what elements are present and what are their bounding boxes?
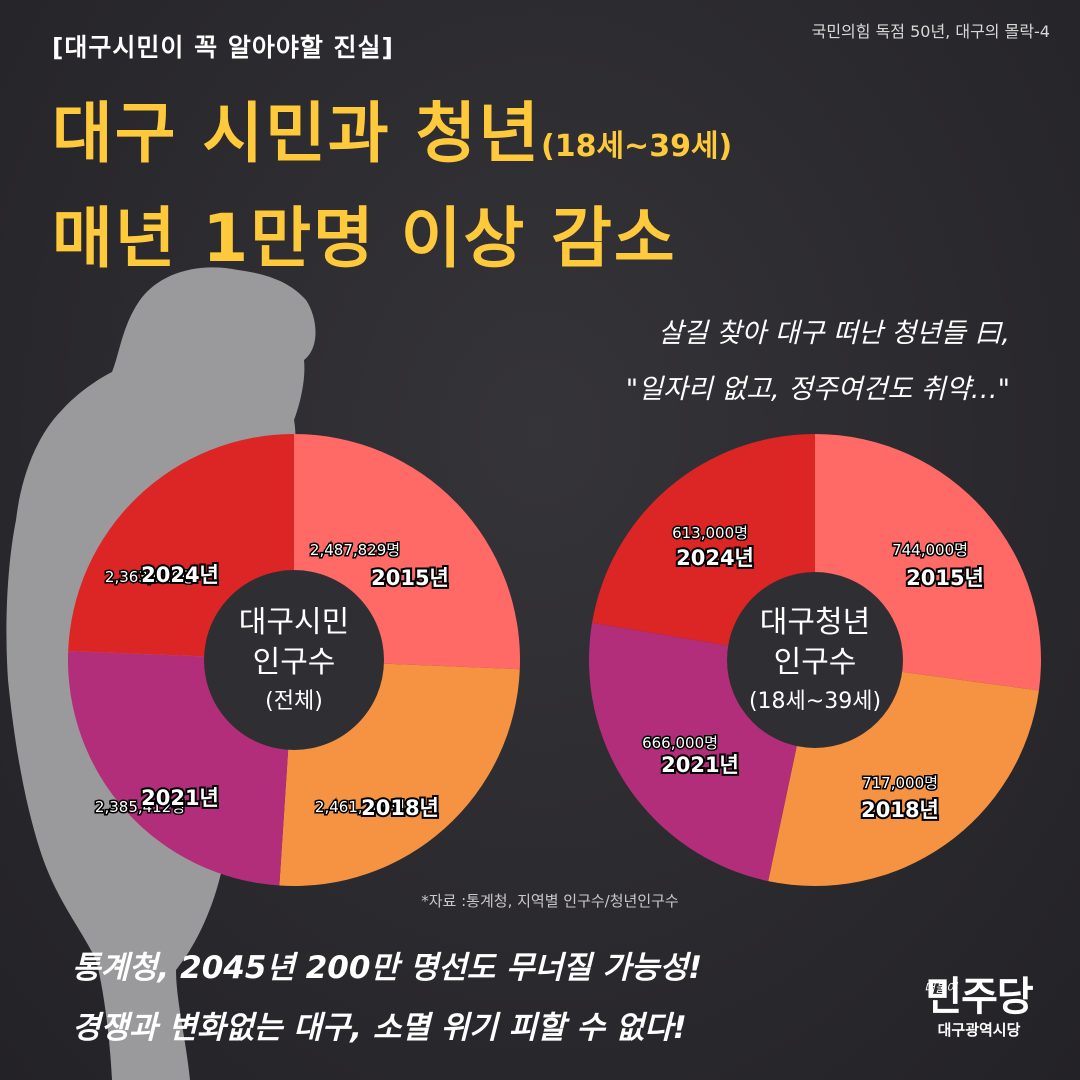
pie1-value-label-4: 2,363,629명 bbox=[105, 568, 195, 586]
page-title: 대구 시민과 청년(18세~39세) 매년 1만명 이상 감소 bbox=[52, 88, 732, 285]
pie2-center-label-1: 대구청년 bbox=[760, 605, 870, 640]
source-note: *자료 :통계청, 지역별 인구수/청년인구수 bbox=[421, 892, 679, 910]
pie2-year-label-1: 2015년 bbox=[906, 566, 984, 590]
logo-small-text: 더불어 bbox=[924, 981, 958, 995]
title-line2: 매년 1만명 이상 감소 bbox=[52, 200, 677, 277]
pie2-center-label-3: (18세~39세) bbox=[749, 689, 881, 714]
bottom-message: 통계청, 2045년 200만 명선도 무너질 가능성! 경쟁과 변화없는 대구… bbox=[72, 938, 702, 1058]
bottom-line1: 통계청, 2045년 200만 명선도 무너질 가능성! bbox=[72, 950, 703, 986]
header-tag: [대구시민이 꼭 알아야할 진실] bbox=[52, 33, 394, 62]
pie1-center-label-2: 인구수 bbox=[253, 645, 336, 680]
pie1-value-label-2: 2,461,769명 bbox=[315, 798, 405, 816]
pie2-value-label-2: 717,000명 bbox=[862, 774, 938, 792]
pie1-value-label-3: 2,385,412명 bbox=[95, 798, 185, 816]
pie2-year-label-2: 2018년 bbox=[861, 798, 939, 822]
quote-line2: "일자리 없고, 정주여건도 취약…" bbox=[625, 374, 1010, 405]
pie2-value-label-1: 744,000명 bbox=[892, 541, 968, 559]
pie2-center-label-2: 인구수 bbox=[774, 645, 857, 680]
pie1-center bbox=[204, 570, 384, 750]
pie2-value-label-3: 666,000명 bbox=[642, 734, 718, 752]
pie1-year-label-3: 2021년 bbox=[141, 786, 219, 810]
pie1-year-label-2: 2018년 bbox=[361, 796, 439, 820]
pie2-value-label-4: 613,000명 bbox=[672, 524, 748, 542]
pie2-center bbox=[727, 572, 903, 748]
quote-line1: 살길 찾아 대구 떠난 청년들 曰, bbox=[658, 318, 1010, 349]
pie1-center-label-3: (전체) bbox=[265, 689, 323, 714]
quote: 살길 찾아 대구 떠난 청년들 曰, "일자리 없고, 정주여건도 취약…" bbox=[490, 306, 1010, 418]
pie1-value-label-1: 2,487,829명 bbox=[310, 541, 400, 559]
series-label: 국민의힘 독점 50년, 대구의 몰락-4 bbox=[811, 22, 1050, 41]
title-line1: 대구 시민과 청년 bbox=[52, 95, 541, 172]
pie1-year-label-4: 2024년 bbox=[141, 563, 219, 587]
pie2-year-label-3: 2021년 bbox=[661, 753, 739, 777]
party-logo: 더불어 민주당 대구광역시당 bbox=[924, 975, 1034, 1040]
pie1-year-label-1: 2015년 bbox=[371, 566, 449, 590]
pie1-center-label-1: 대구시민 bbox=[239, 605, 349, 640]
title-age-range: (18세~39세) bbox=[541, 129, 733, 164]
pie2-year-label-4: 2024년 bbox=[676, 546, 754, 570]
logo-main-text: 민주당 bbox=[925, 974, 1033, 1020]
bottom-line2: 경쟁과 변화없는 대구, 소멸 위기 피할 수 없다! bbox=[72, 1010, 687, 1046]
logo-region-text: 대구광역시당 bbox=[937, 1021, 1021, 1039]
